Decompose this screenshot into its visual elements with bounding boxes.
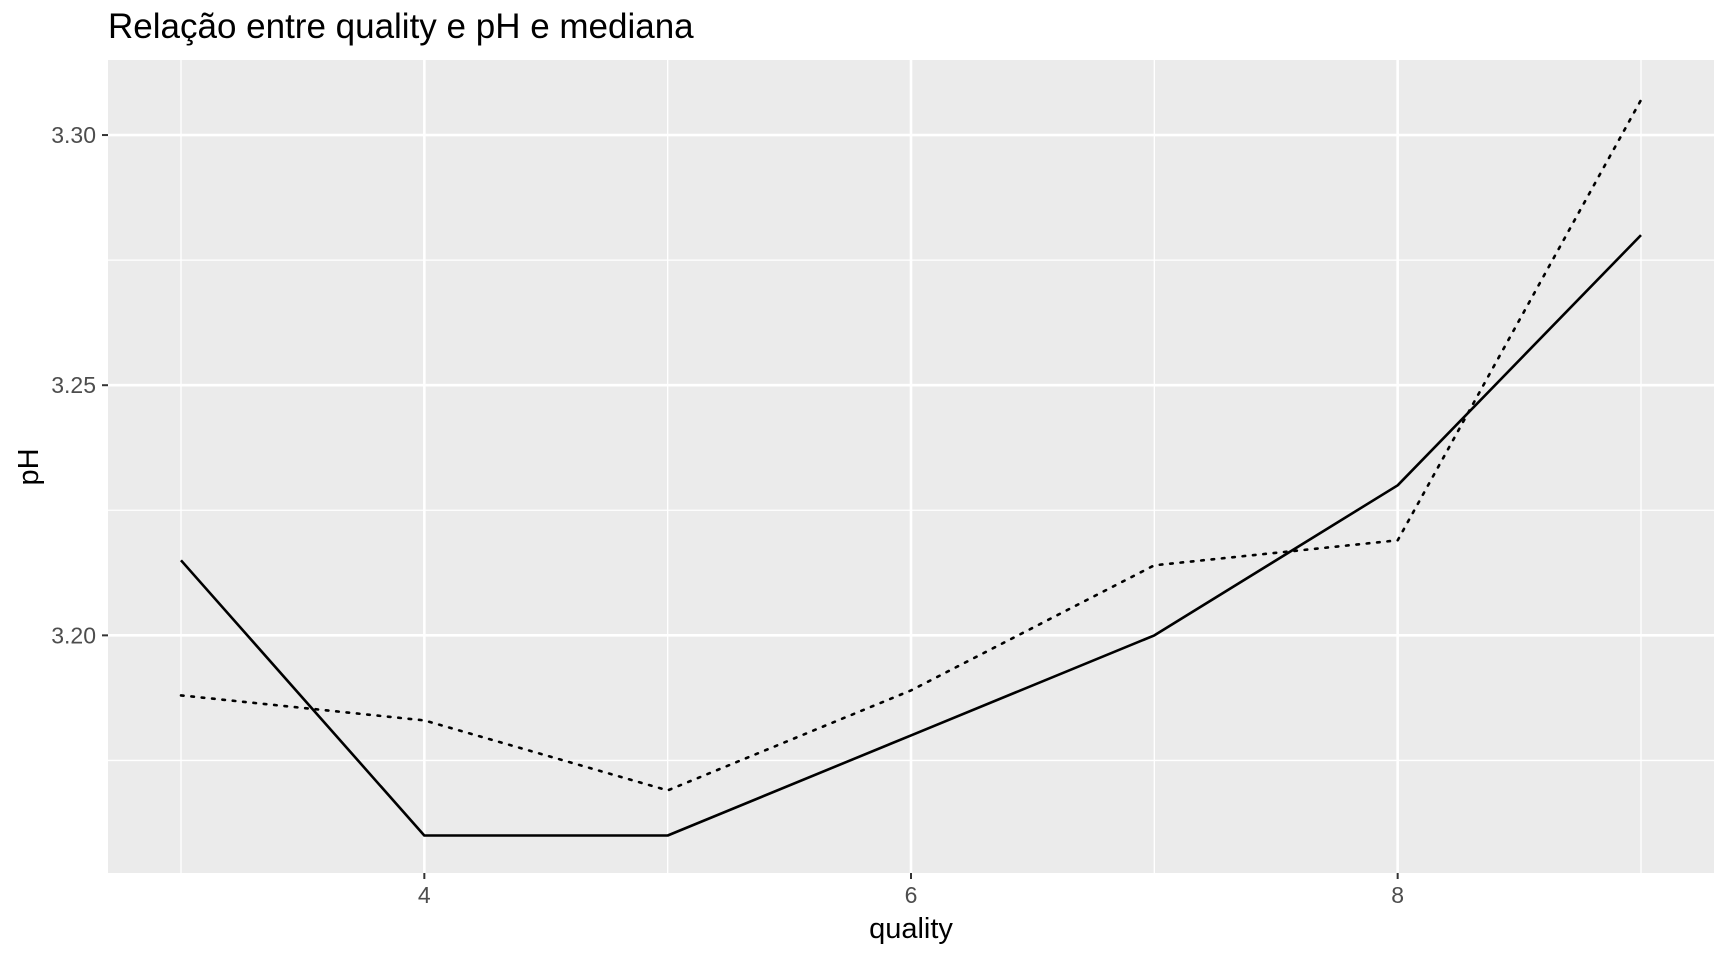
y-axis-title: pH	[13, 448, 45, 485]
median-line	[179, 98, 1643, 792]
y-tick-label: 3.20	[51, 622, 96, 648]
y-tick-label: 3.30	[51, 122, 96, 148]
x-axis-title: quality	[869, 913, 953, 945]
y-tick-label: 3.25	[51, 372, 96, 398]
series-layer	[179, 98, 1643, 837]
y-axis: 3.20 3.25 3.30	[51, 122, 108, 648]
mean-line	[180, 234, 1642, 837]
x-axis: 4 6 8	[418, 873, 1404, 908]
x-tick-label: 4	[418, 882, 431, 908]
major-gridlines	[108, 60, 1714, 873]
x-tick-label: 8	[1391, 882, 1404, 908]
chart-title: Relação entre quality e pH e mediana	[108, 7, 694, 46]
x-tick-label: 6	[905, 882, 918, 908]
